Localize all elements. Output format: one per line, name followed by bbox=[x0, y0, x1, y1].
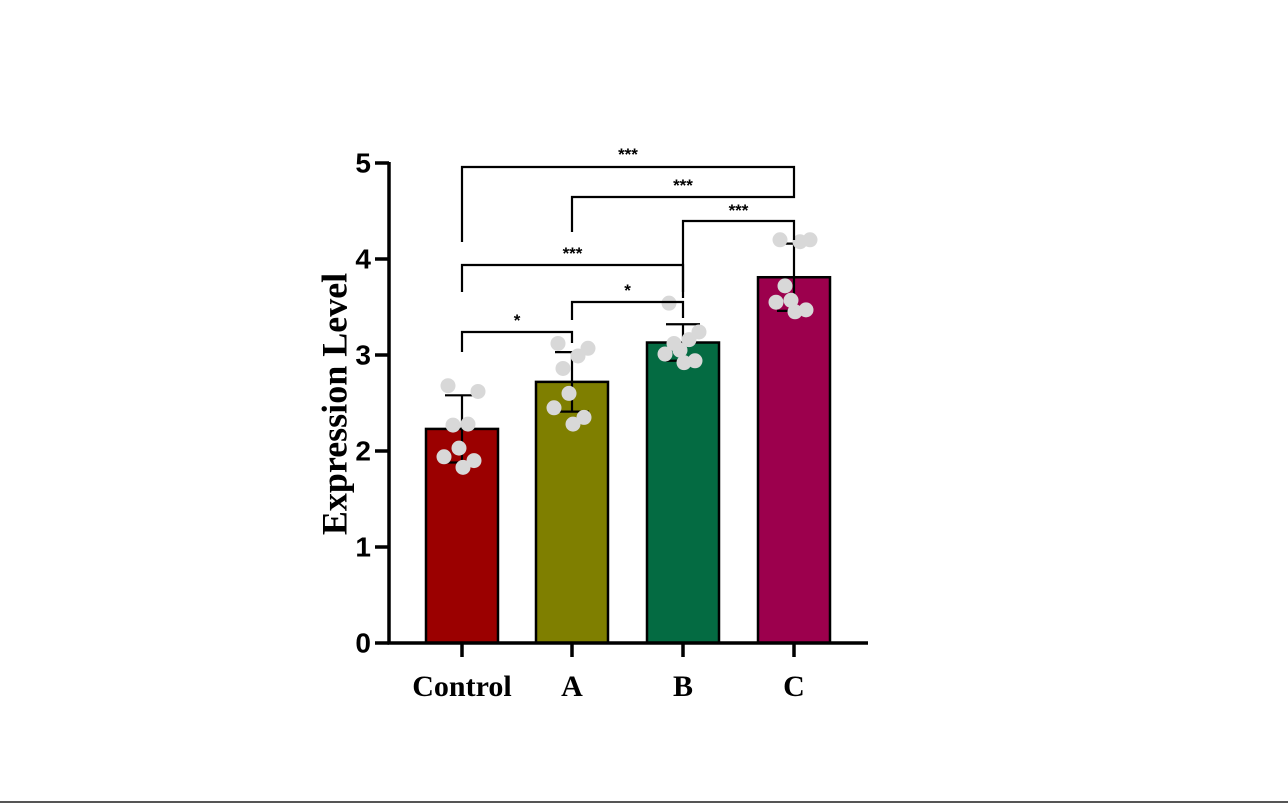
significance-label: *** bbox=[618, 145, 638, 164]
y-tick-label: 4 bbox=[355, 244, 371, 275]
data-point-b bbox=[681, 332, 697, 348]
y-tick-label: 1 bbox=[355, 532, 371, 563]
data-point-control bbox=[436, 449, 452, 465]
data-point-c bbox=[777, 278, 793, 294]
x-tick-label-c: C bbox=[783, 670, 805, 703]
data-point-control bbox=[451, 440, 467, 456]
significance-bracket bbox=[460, 263, 685, 292]
data-point-a bbox=[555, 360, 571, 376]
data-point-control bbox=[460, 416, 476, 432]
y-axis-title: Expression Level bbox=[314, 273, 354, 535]
data-point-c bbox=[792, 234, 808, 250]
data-point-control bbox=[466, 453, 482, 469]
y-tick-label: 0 bbox=[355, 628, 371, 659]
significance-label: *** bbox=[673, 176, 693, 195]
bar-c bbox=[756, 275, 832, 645]
data-point-c bbox=[787, 304, 803, 320]
significance-bracket bbox=[460, 330, 574, 352]
significance-bracket bbox=[570, 184, 796, 232]
data-point-a bbox=[576, 409, 592, 425]
significance-bracket bbox=[570, 300, 685, 320]
data-point-c bbox=[768, 294, 784, 310]
x-tick-label-b: B bbox=[673, 670, 693, 703]
data-point-b bbox=[676, 355, 692, 371]
significance-bracket bbox=[460, 165, 796, 242]
y-tick-label: 2 bbox=[355, 436, 371, 467]
y-tick-label: 3 bbox=[355, 340, 371, 371]
data-point-c bbox=[783, 292, 799, 308]
x-tick-label-control: Control bbox=[412, 670, 511, 703]
data-point-b bbox=[661, 295, 677, 311]
y-tick-label: 5 bbox=[355, 148, 371, 179]
data-point-a bbox=[546, 400, 562, 416]
data-point-control bbox=[445, 417, 461, 433]
data-point-a bbox=[565, 416, 581, 432]
significance-label: * bbox=[514, 311, 521, 330]
data-point-control bbox=[440, 378, 456, 394]
significance-label: * bbox=[624, 281, 631, 300]
data-point-b bbox=[672, 342, 688, 358]
data-point-c bbox=[772, 232, 788, 248]
data-point-b bbox=[657, 346, 673, 362]
bottom-divider bbox=[0, 801, 1288, 803]
data-point-control bbox=[470, 383, 486, 399]
data-point-a bbox=[570, 348, 586, 364]
significance-label: *** bbox=[563, 244, 583, 263]
significance-label: *** bbox=[729, 201, 749, 220]
data-point-control bbox=[455, 459, 471, 475]
significance-bracket bbox=[681, 219, 796, 298]
bar-b bbox=[645, 341, 721, 645]
data-point-a bbox=[561, 385, 577, 401]
x-tick-label-a: A bbox=[561, 670, 583, 703]
data-point-a bbox=[550, 335, 566, 351]
